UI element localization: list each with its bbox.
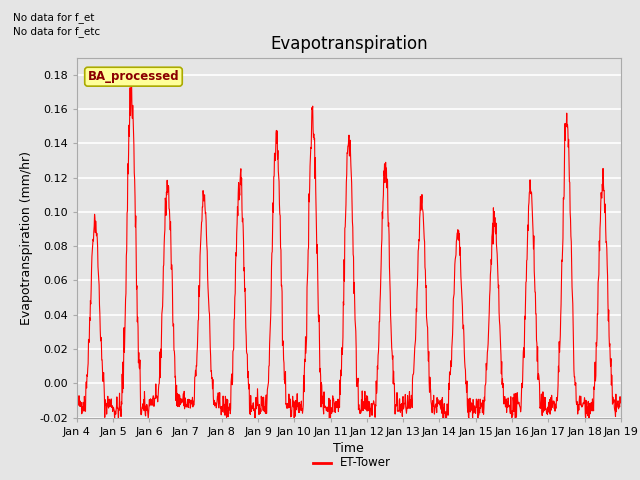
Text: No data for f_etc: No data for f_etc: [13, 26, 100, 37]
Text: No data for f_et: No data for f_et: [13, 12, 94, 23]
Text: BA_processed: BA_processed: [88, 70, 179, 83]
Title: Evapotranspiration: Evapotranspiration: [270, 35, 428, 53]
Legend: ET-Tower: ET-Tower: [308, 452, 396, 474]
Y-axis label: Evapotranspiration (mm/hr): Evapotranspiration (mm/hr): [20, 151, 33, 324]
X-axis label: Time: Time: [333, 442, 364, 455]
